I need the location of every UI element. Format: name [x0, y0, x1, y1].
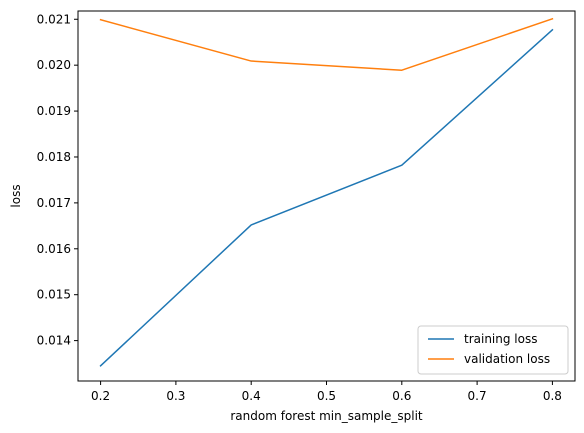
x-tick-label: 0.5 — [317, 389, 336, 403]
y-tick-label: 0.016 — [37, 242, 71, 256]
x-tick-label: 0.3 — [166, 389, 185, 403]
y-tick-label: 0.014 — [37, 334, 71, 348]
x-axis-label: random forest min_sample_split — [230, 409, 423, 423]
x-tick-label: 0.2 — [91, 389, 110, 403]
legend-box — [417, 325, 569, 375]
series-line-validation-loss — [99, 17, 554, 71]
y-axis-label: loss — [9, 184, 23, 207]
y-tick-label: 0.015 — [37, 288, 71, 302]
plot-area — [99, 17, 554, 367]
y-tick-label: 0.018 — [37, 150, 71, 164]
series-line-training-loss — [99, 28, 554, 367]
axes-frame — [77, 10, 576, 382]
y-tick-label: 0.019 — [37, 104, 71, 118]
y-tick-label: 0.021 — [37, 12, 71, 26]
y-tick-label: 0.017 — [37, 196, 71, 210]
x-tick-label: 0.7 — [468, 389, 487, 403]
y-axis-ticks: 0.014 0.015 0.016 0.017 0.018 0.019 0.020 0.021 — [37, 12, 78, 348]
x-tick-label: 0.8 — [543, 389, 562, 403]
legend-label-training-loss: training loss — [464, 332, 537, 346]
legend: training loss validation loss — [417, 325, 569, 375]
x-tick-label: 0.6 — [392, 389, 411, 403]
x-tick-label: 0.4 — [242, 389, 261, 403]
legend-label-validation-loss: validation loss — [464, 352, 550, 366]
y-tick-label: 0.020 — [37, 58, 71, 72]
x-axis-ticks: 0.2 0.3 0.4 0.5 0.6 0.7 0.8 — [91, 381, 562, 403]
